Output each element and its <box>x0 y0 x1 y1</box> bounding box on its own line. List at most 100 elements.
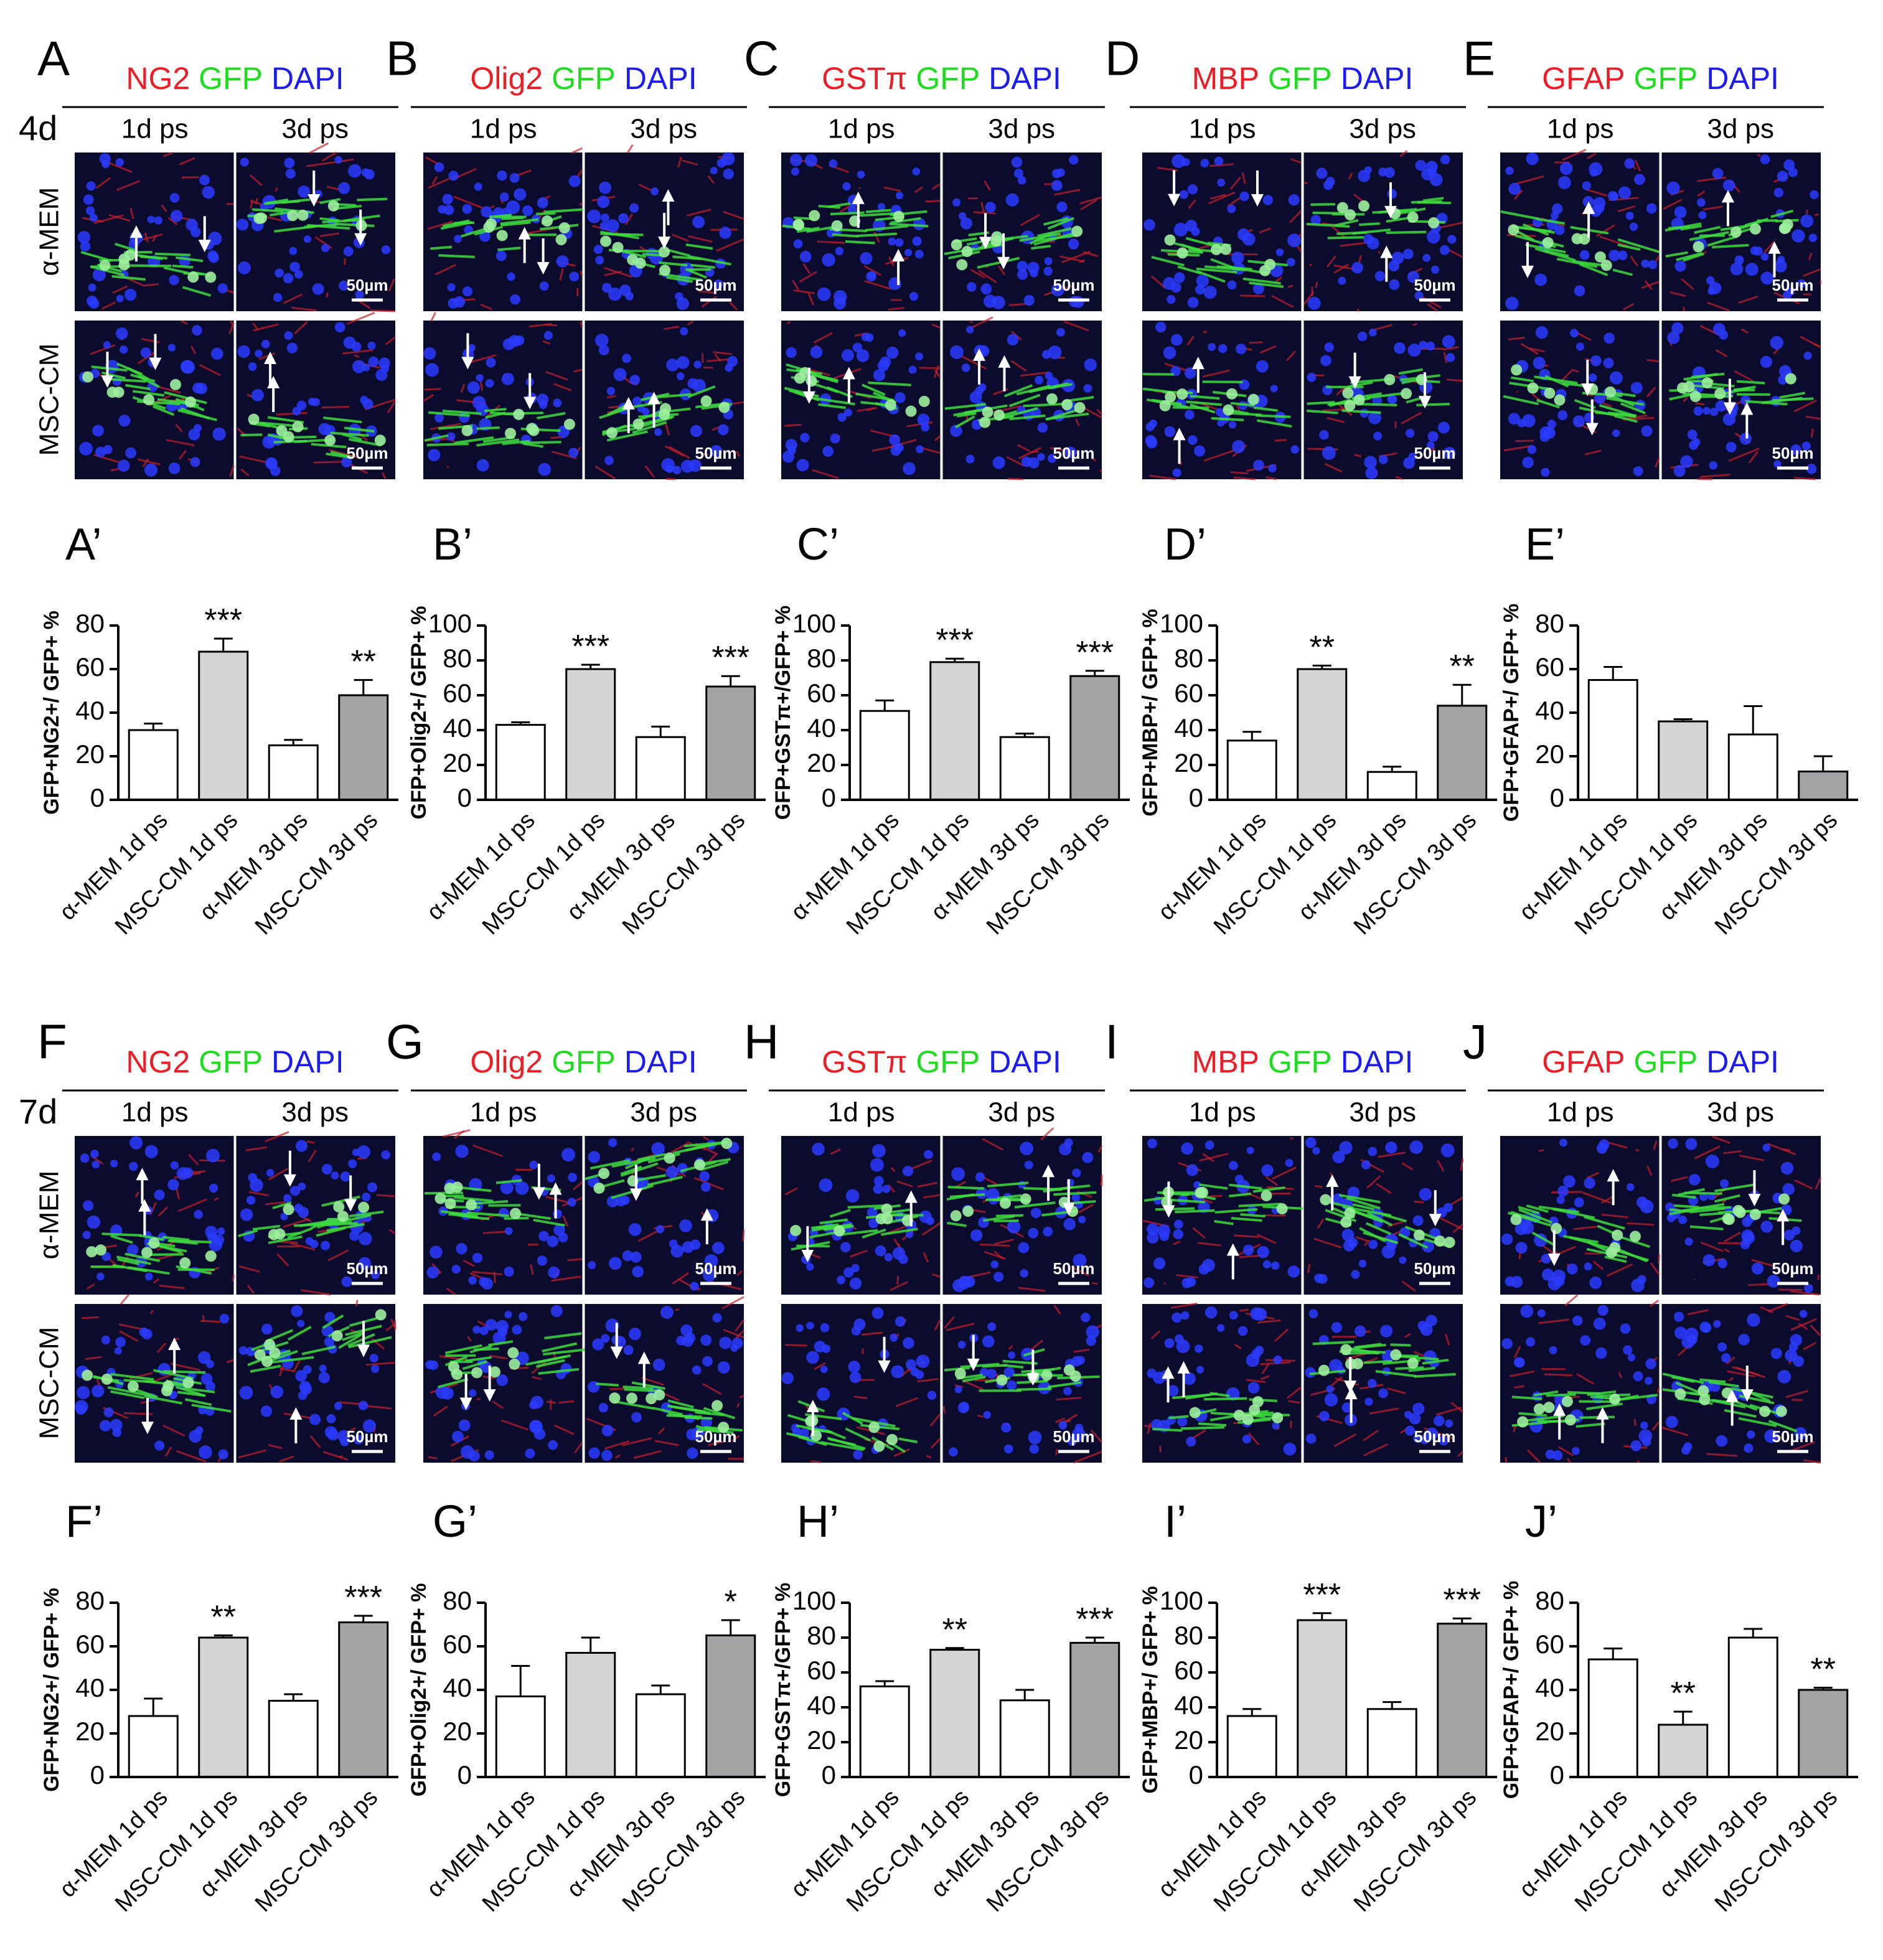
arrow-head <box>1162 1366 1175 1379</box>
micrograph-feature <box>1780 222 1791 234</box>
micrograph-feature <box>327 200 339 212</box>
micrograph-feature <box>1738 1333 1750 1346</box>
micrograph-feature <box>1368 411 1381 424</box>
micrograph-feature <box>343 214 380 222</box>
arrow-head <box>483 1389 496 1402</box>
arrow-head <box>459 1397 472 1410</box>
y-tick-label: 20 <box>1174 748 1203 777</box>
micrograph-feature <box>1143 1277 1155 1288</box>
micrograph-feature <box>261 339 270 349</box>
micrograph-feature <box>654 1440 679 1447</box>
micrograph-feature <box>1063 1218 1076 1231</box>
micrograph-feature <box>1511 376 1534 383</box>
micrograph-feature <box>451 1265 461 1274</box>
micrograph-feature <box>249 174 263 187</box>
stain-labels: Olig2 GFP DAPI <box>470 1044 697 1079</box>
micrograph-feature <box>349 1231 360 1241</box>
micrograph-feature <box>721 1138 733 1149</box>
micrograph-feature <box>782 450 795 463</box>
micrograph-feature <box>1170 334 1183 346</box>
micrograph-feature <box>1228 411 1262 416</box>
micrograph-feature <box>600 232 631 237</box>
micrograph-feature <box>1636 1196 1648 1208</box>
arrow-head <box>1726 1389 1739 1402</box>
micrograph-feature <box>1064 446 1077 459</box>
micrograph-feature <box>1762 1143 1771 1152</box>
micrograph-feature <box>1368 1146 1378 1156</box>
micrograph-feature <box>195 383 208 395</box>
micrograph-feature <box>668 446 690 459</box>
micrograph-feature <box>1155 1207 1195 1211</box>
micrograph-feature <box>1359 408 1369 418</box>
micrograph-feature <box>1401 1162 1413 1171</box>
micrograph: 50µm <box>942 1127 1103 1295</box>
micrograph-feature <box>993 1250 1003 1260</box>
micrograph-feature <box>85 206 95 215</box>
micrograph-feature <box>249 199 254 209</box>
micrograph-feature <box>814 1362 826 1371</box>
micrograph-feature <box>1401 388 1412 400</box>
micrograph-feature <box>321 151 337 162</box>
micrograph <box>75 1136 235 1295</box>
micrograph-feature <box>311 398 320 406</box>
micrograph-feature <box>553 1424 575 1435</box>
micrograph-feature <box>176 1167 190 1180</box>
panel-letter: J <box>1463 1015 1487 1069</box>
y-tick-label: 20 <box>1535 1717 1564 1746</box>
micrograph-feature <box>973 211 997 215</box>
micrograph-feature <box>1325 177 1335 187</box>
micrograph-feature <box>248 362 257 371</box>
micrograph-feature <box>1041 1369 1053 1381</box>
micrograph-feature <box>1702 406 1711 415</box>
micrograph-feature <box>141 1328 153 1339</box>
micrograph-feature <box>822 253 835 267</box>
micrograph-feature <box>501 216 524 220</box>
micrograph-feature <box>1324 342 1335 352</box>
micrograph-feature <box>1155 321 1167 333</box>
micrograph-feature <box>1043 217 1069 226</box>
micrograph-feature <box>833 290 847 304</box>
micrograph-feature <box>1683 396 1688 403</box>
micrograph-feature <box>1167 1385 1179 1397</box>
micrograph-feature <box>1073 1451 1102 1464</box>
micrograph-feature <box>1416 403 1450 406</box>
micrograph: 50µm <box>1303 1136 1464 1295</box>
micrograph-feature <box>1575 1422 1605 1428</box>
micrograph-feature <box>845 1189 860 1203</box>
micrograph-feature <box>538 1231 549 1242</box>
micrograph-feature <box>1794 477 1816 481</box>
micrograph-feature <box>495 1179 522 1184</box>
micrograph-feature <box>1541 1268 1554 1281</box>
micrograph-feature <box>693 360 702 369</box>
micrograph-feature <box>830 1148 841 1155</box>
arrow-head <box>1162 1205 1175 1218</box>
micrograph-feature <box>1542 237 1554 248</box>
micrograph-feature <box>1236 344 1247 355</box>
micrograph-feature <box>101 301 116 310</box>
micrograph-feature <box>430 312 436 322</box>
micrograph-feature <box>1159 400 1171 411</box>
micrograph-feature <box>1634 159 1641 172</box>
micrograph-feature <box>1150 1330 1161 1339</box>
micrograph-feature <box>1099 469 1102 472</box>
micrograph-feature <box>1579 263 1608 276</box>
micrograph-feature <box>1444 1333 1450 1346</box>
micrograph-feature <box>1819 280 1822 284</box>
micrograph-feature <box>118 259 130 271</box>
micrograph-feature <box>1618 186 1632 200</box>
micrograph-feature <box>997 265 1006 276</box>
micrograph-feature <box>1428 217 1440 228</box>
micrograph-feature <box>1363 1429 1379 1442</box>
chart-title: D’ <box>1164 520 1206 570</box>
arrow-head <box>198 240 211 253</box>
micrograph-feature <box>601 283 612 293</box>
micrograph-feature <box>101 1335 111 1345</box>
micrograph-feature <box>504 1266 514 1277</box>
micrograph-feature <box>1051 283 1064 297</box>
micrograph-background <box>1500 152 1660 311</box>
arrow-head <box>141 1422 154 1435</box>
y-tick-label: 60 <box>1535 1629 1564 1659</box>
micrograph-feature <box>569 271 580 282</box>
micrograph-feature <box>531 1360 547 1374</box>
micrograph-feature <box>1234 1234 1259 1238</box>
